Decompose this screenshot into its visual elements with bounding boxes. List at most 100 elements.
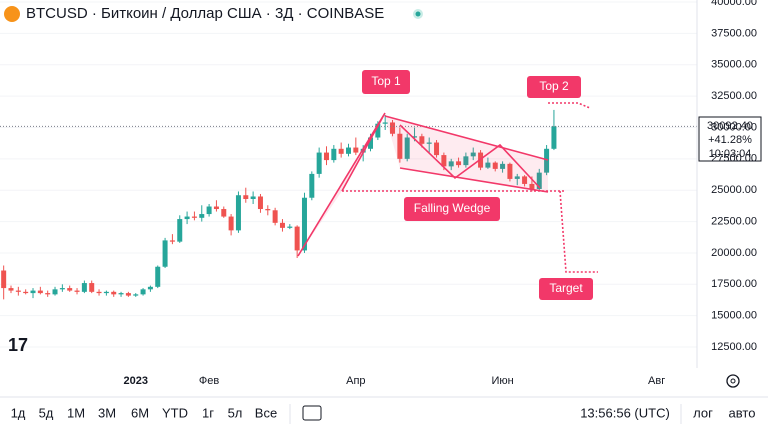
btc-icon xyxy=(4,6,20,22)
candle-body xyxy=(360,148,366,153)
candle-body xyxy=(404,137,410,159)
candle-body xyxy=(382,122,388,124)
candle-body xyxy=(118,293,124,295)
candle-body xyxy=(368,137,374,149)
candle-body xyxy=(177,219,183,242)
candle-body xyxy=(265,209,271,211)
candle-body xyxy=(544,148,550,173)
candle-body xyxy=(309,173,315,198)
auto-toggle[interactable]: авто xyxy=(729,405,756,420)
log-toggle[interactable]: лог xyxy=(693,405,713,420)
y-tick-label: 15000.00 xyxy=(711,310,757,322)
candle-body xyxy=(522,176,528,184)
range-button[interactable]: 3М xyxy=(98,405,116,420)
target-box xyxy=(539,278,593,300)
candle-body xyxy=(441,155,447,167)
candle-body xyxy=(221,209,227,217)
plot xyxy=(0,1,697,348)
candle-body xyxy=(412,136,418,138)
y-tick-label: 12500.00 xyxy=(711,341,757,353)
range-button[interactable]: 1д xyxy=(11,405,26,420)
candle-body xyxy=(346,147,351,154)
candle-body xyxy=(111,291,117,295)
candle-body xyxy=(397,133,403,159)
wedge-zigzag xyxy=(399,124,541,189)
candle-body xyxy=(1,270,7,289)
candle-body xyxy=(162,240,168,267)
range-button[interactable]: 5д xyxy=(39,405,54,420)
clock[interactable]: 13:56:56 (UTC) xyxy=(580,405,670,420)
toolbar: 1д 5д 1М 3М 6М YTD 1г 5л Все xyxy=(11,405,278,420)
candle-body xyxy=(235,195,241,231)
candle-body xyxy=(287,226,293,228)
candle-body xyxy=(331,148,337,161)
y-tick-label: 20000.00 xyxy=(711,247,757,259)
x-tick-label: Июн xyxy=(491,375,513,387)
y-tick-label: 27500.00 xyxy=(711,153,757,165)
y-tick-label: 25000.00 xyxy=(711,184,757,196)
candle-body xyxy=(301,197,307,251)
wedge-upper xyxy=(384,115,549,161)
candle-body xyxy=(147,286,153,290)
candle-body xyxy=(45,293,51,295)
top2-line xyxy=(548,102,591,109)
candle-body xyxy=(52,289,58,295)
candle-body xyxy=(434,142,440,156)
candle-body xyxy=(316,152,322,174)
range-button[interactable]: 1М xyxy=(67,405,85,420)
candle-body xyxy=(536,172,542,189)
change: +41.28% xyxy=(708,134,752,146)
candle-body xyxy=(133,294,139,296)
settings-icon[interactable] xyxy=(726,374,740,388)
candle-body xyxy=(206,206,212,215)
candle-body xyxy=(390,122,396,134)
candle-body xyxy=(448,161,454,167)
candle-body xyxy=(30,290,36,294)
pattern-drawings xyxy=(297,102,598,273)
y-tick-label: 17500.00 xyxy=(711,278,757,290)
y-tick-label: 37500.00 xyxy=(711,27,757,39)
candle-body xyxy=(463,156,469,166)
wedge-box xyxy=(404,197,500,221)
range-button[interactable]: 1г xyxy=(202,405,214,420)
range-button[interactable]: 6М xyxy=(131,405,149,420)
candle-body xyxy=(23,291,29,294)
candle-body xyxy=(228,216,234,231)
candle-body xyxy=(67,288,73,291)
candle-body xyxy=(213,206,219,210)
candle-body xyxy=(125,293,131,296)
candle-body xyxy=(81,283,87,292)
candle-body xyxy=(257,196,263,210)
candle-body xyxy=(353,147,359,153)
candle-body xyxy=(279,222,285,228)
x-tick-label: Авг xyxy=(648,375,665,387)
candle-body xyxy=(243,195,249,199)
x-tick-label: Апр xyxy=(346,375,365,387)
range-button[interactable]: YTD xyxy=(162,405,188,420)
candle-body xyxy=(500,163,506,169)
range-button[interactable]: 5л xyxy=(228,405,243,420)
y-tick-label: 40000.00 xyxy=(711,0,757,8)
candle-body xyxy=(96,291,102,294)
candle-body xyxy=(294,226,300,251)
candle-body xyxy=(155,266,161,287)
candle-body xyxy=(74,290,80,292)
candle-body xyxy=(37,290,43,294)
date-range-icon[interactable] xyxy=(302,405,322,421)
top1-lines xyxy=(297,112,386,257)
candle-body xyxy=(272,210,278,223)
range-button[interactable]: Все xyxy=(255,405,277,420)
candle-body xyxy=(514,176,520,179)
y-tick-label: 30000.00 xyxy=(711,121,757,133)
candle-body xyxy=(191,216,197,218)
top1-box xyxy=(362,70,410,94)
candle-body xyxy=(140,289,146,295)
price-tag xyxy=(698,116,762,162)
candle-body xyxy=(323,152,329,161)
candle-body xyxy=(470,152,476,157)
candle-body xyxy=(529,183,535,189)
symbol-title[interactable]: BTCUSD · Биткоин / Доллар США · 3Д · COI… xyxy=(26,5,384,22)
candle-body xyxy=(103,291,109,294)
candle-body xyxy=(426,142,432,144)
